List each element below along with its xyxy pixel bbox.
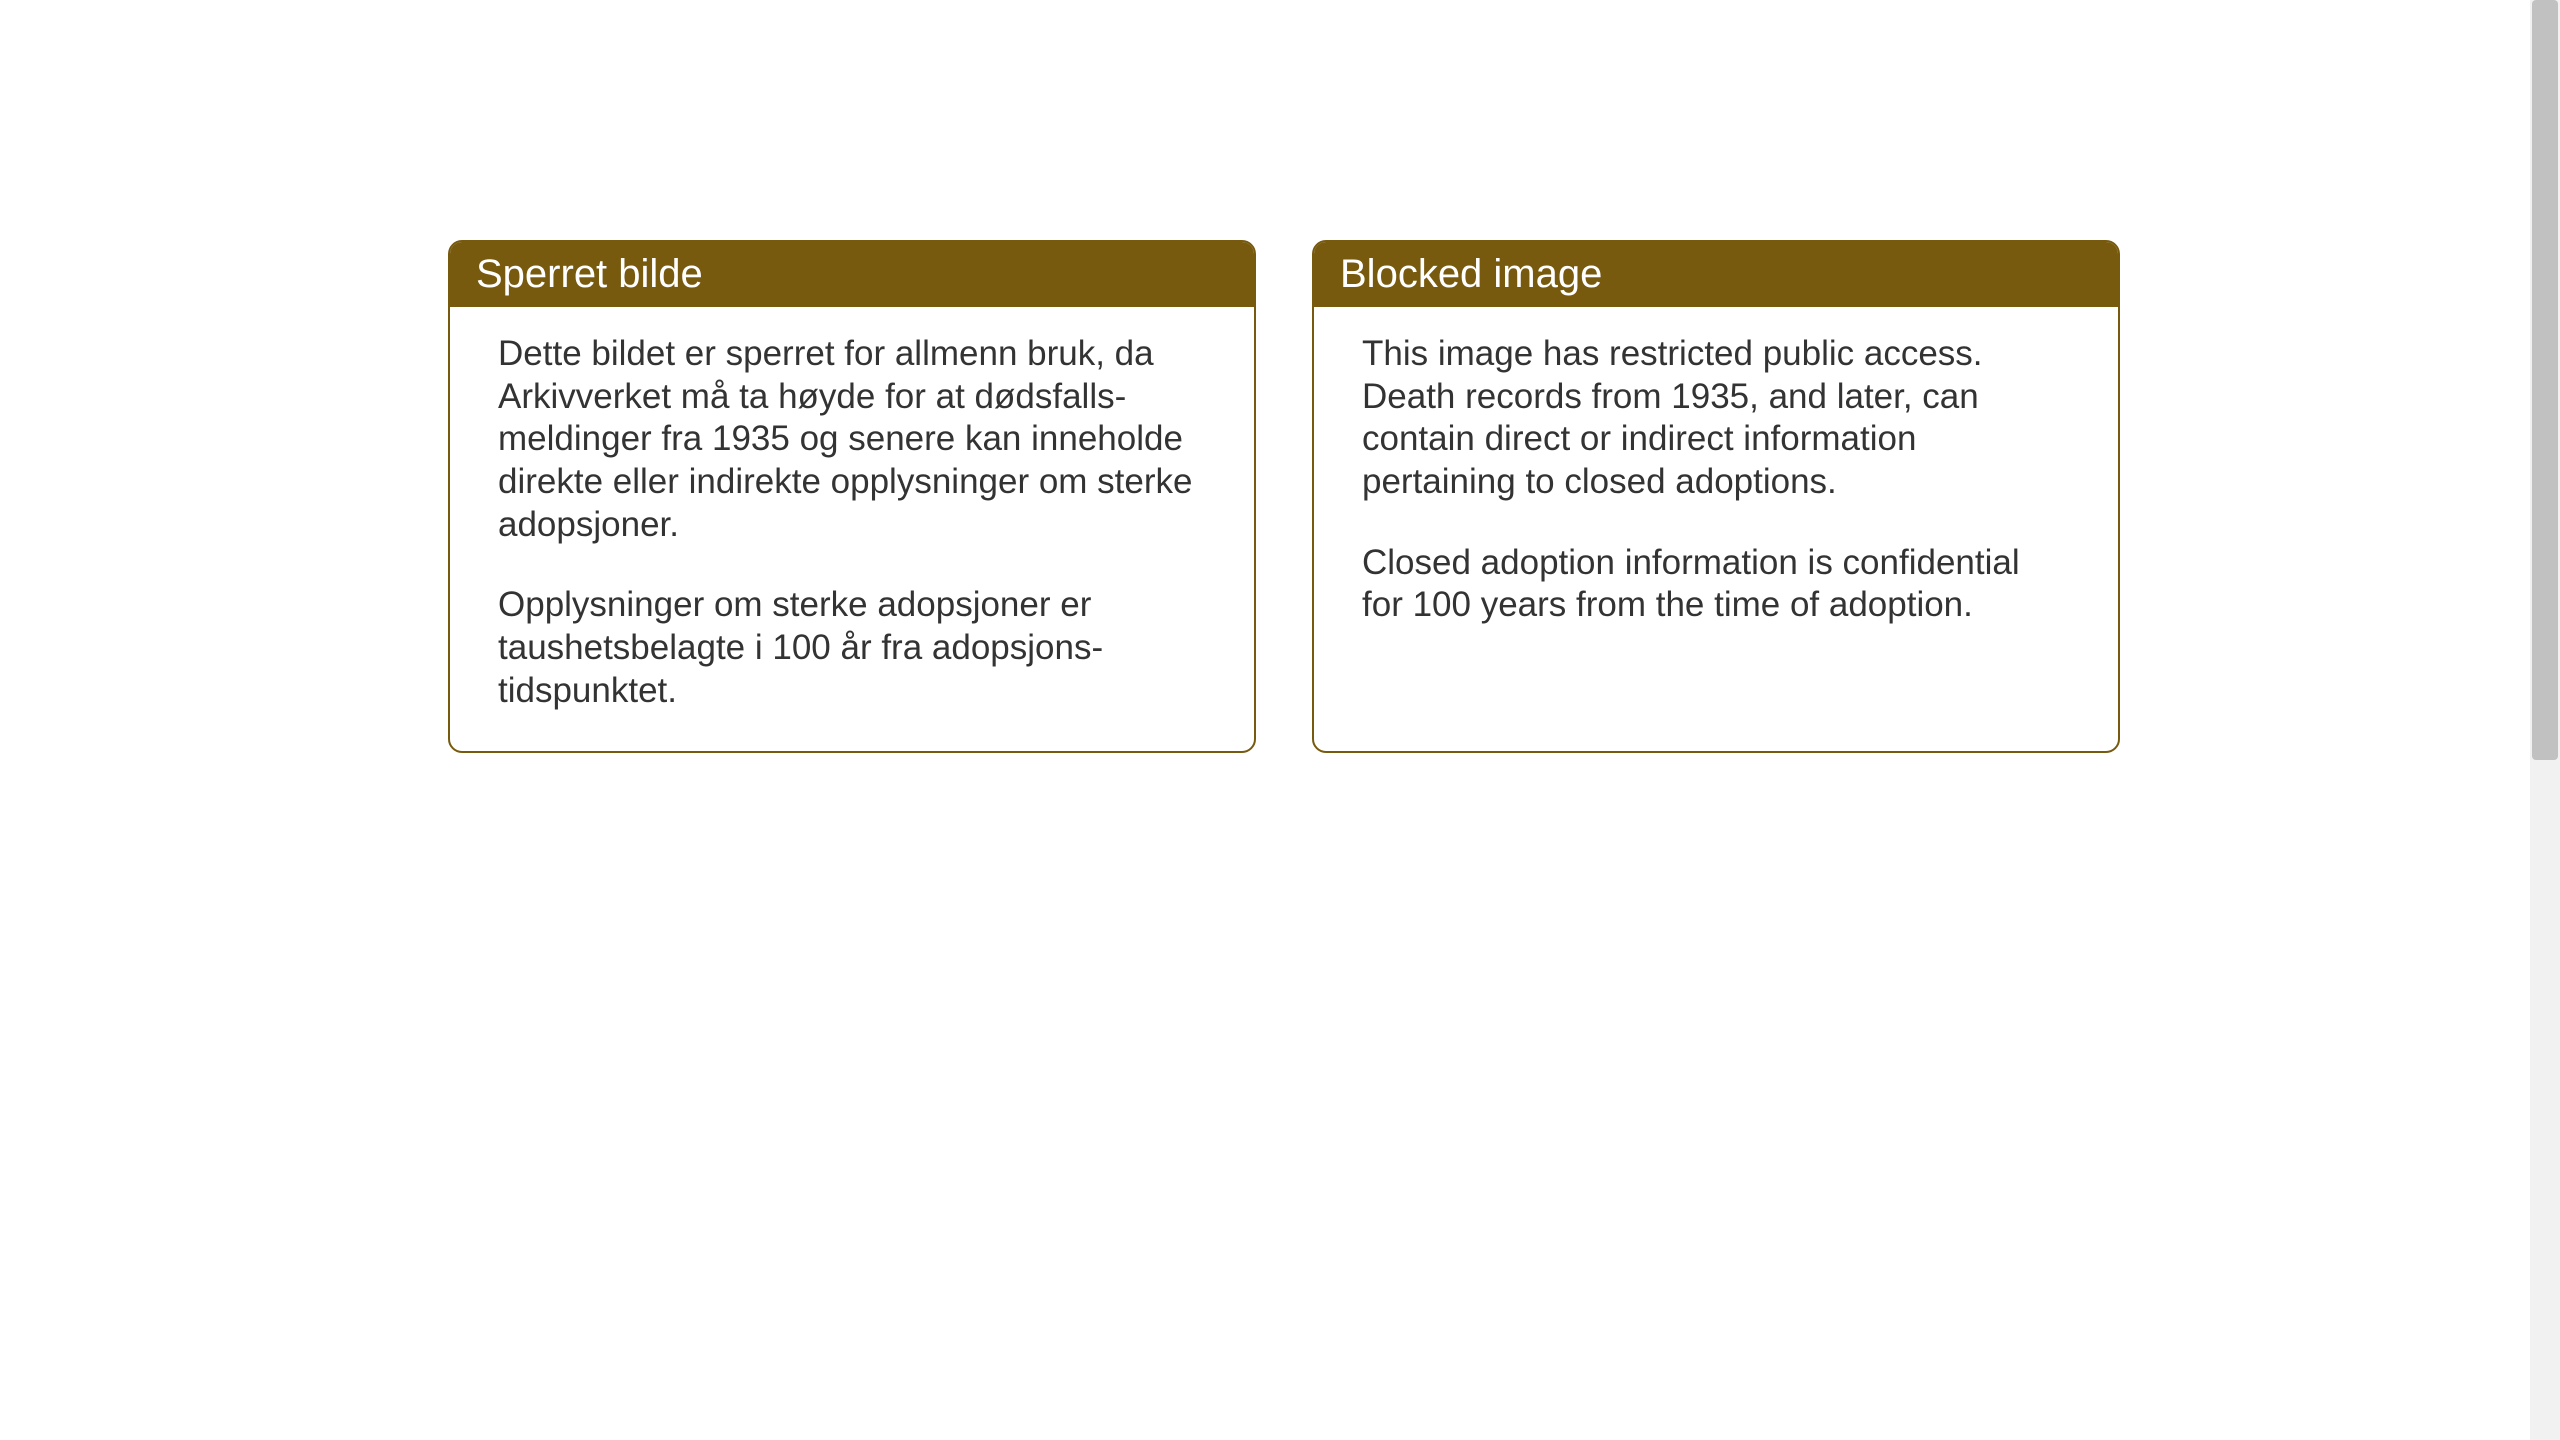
card-body-english: This image has restricted public access.… bbox=[1314, 307, 2118, 665]
card-paragraph-english-1: This image has restricted public access.… bbox=[1362, 333, 2070, 504]
card-header-norwegian: Sperret bilde bbox=[450, 242, 1254, 307]
scrollbar-track[interactable] bbox=[2530, 0, 2560, 1440]
cards-container: Sperret bilde Dette bildet er sperret fo… bbox=[448, 240, 2120, 753]
card-title-english: Blocked image bbox=[1340, 252, 1602, 296]
card-paragraph-norwegian-2: Opplysninger om sterke adopsjoner er tau… bbox=[498, 584, 1206, 712]
card-norwegian: Sperret bilde Dette bildet er sperret fo… bbox=[448, 240, 1256, 753]
card-paragraph-english-2: Closed adoption information is confident… bbox=[1362, 542, 2070, 627]
card-title-norwegian: Sperret bilde bbox=[476, 252, 703, 296]
card-paragraph-norwegian-1: Dette bildet er sperret for allmenn bruk… bbox=[498, 333, 1206, 546]
card-header-english: Blocked image bbox=[1314, 242, 2118, 307]
card-body-norwegian: Dette bildet er sperret for allmenn bruk… bbox=[450, 307, 1254, 751]
card-english: Blocked image This image has restricted … bbox=[1312, 240, 2120, 753]
scrollbar-thumb[interactable] bbox=[2532, 0, 2558, 760]
